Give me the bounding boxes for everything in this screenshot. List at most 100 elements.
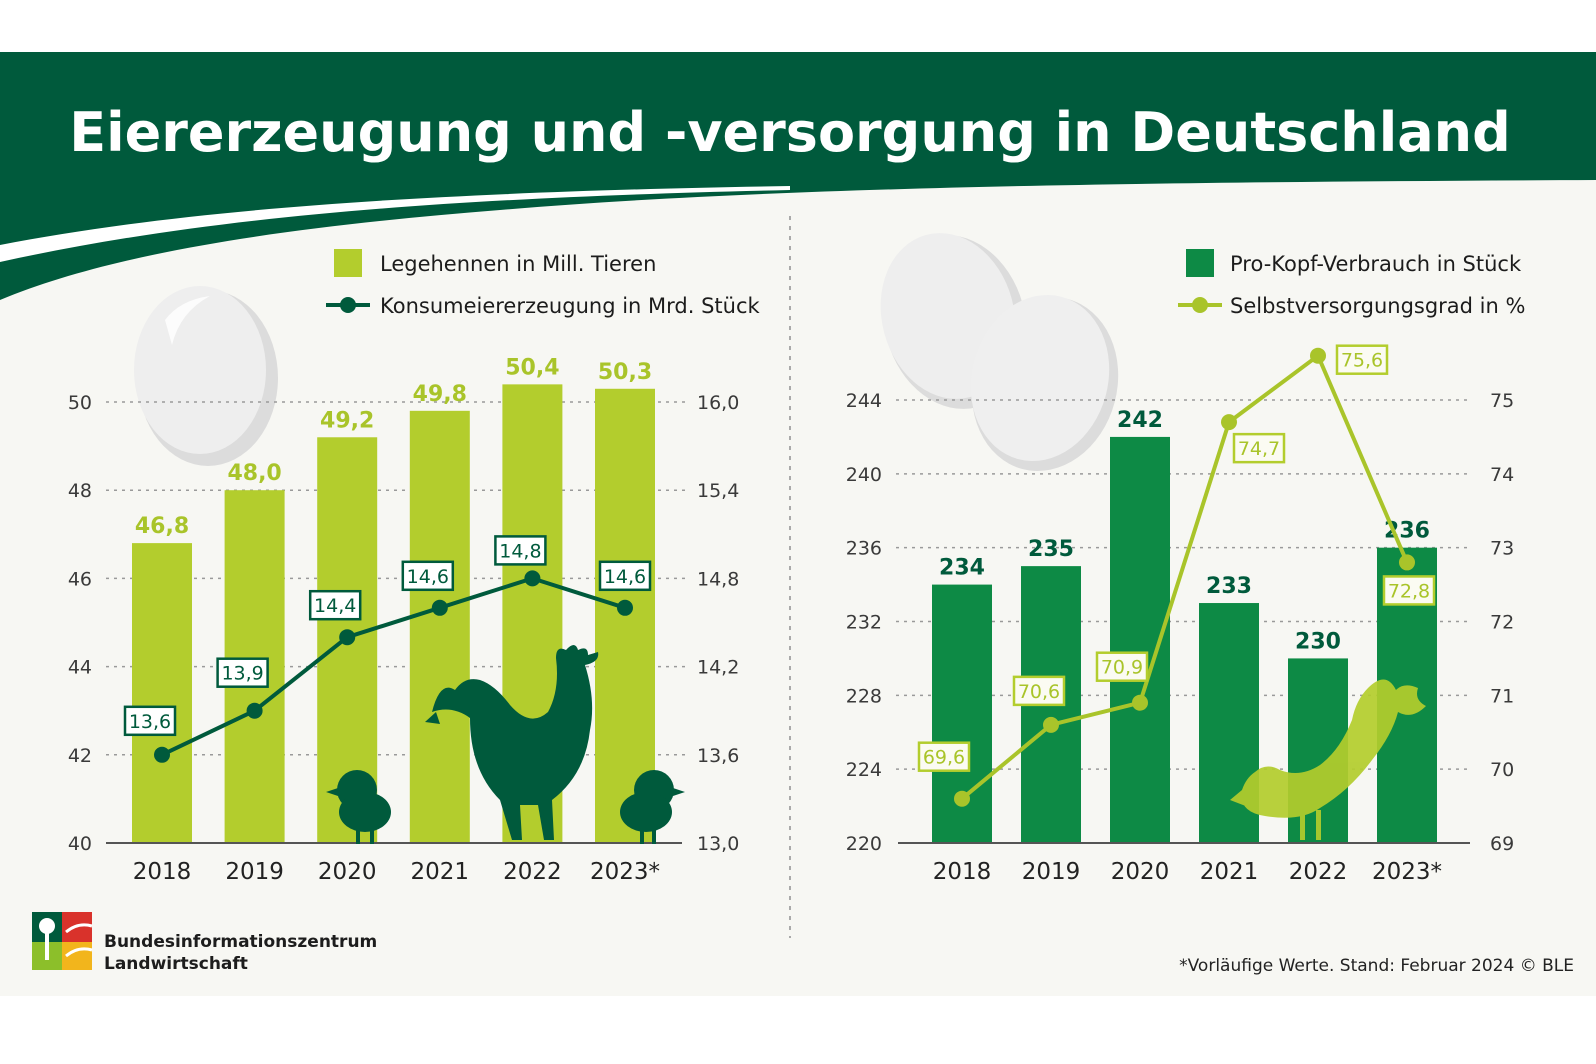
logo: Bundesinformationszentrum Landwirtschaft [32, 912, 377, 974]
page-title: Eiererzeugung und -versorgung in Deutsch… [69, 101, 1511, 164]
bar [409, 410, 470, 843]
y-tick-left: 240 [846, 464, 882, 486]
y-tick-right: 15,4 [697, 480, 739, 502]
series-line [960, 353, 1409, 801]
legend-label-line: Selbstversorgungsgrad in % [1230, 294, 1525, 318]
line-point [339, 629, 356, 646]
x-tick-label: 2020 [318, 859, 377, 885]
y-tick-right: 14,2 [697, 657, 739, 679]
line-point [1043, 716, 1059, 733]
line-point [431, 599, 448, 616]
x-tick-label: 2019 [225, 859, 284, 885]
x-tick-label: 2022 [1289, 859, 1348, 885]
bar-value-label: 46,8 [135, 514, 189, 539]
bar-value-label: 50,4 [505, 355, 559, 380]
y-tick-left: 44 [68, 657, 92, 679]
line-value-box [917, 741, 971, 772]
line-value-label: 74,7 [1238, 438, 1280, 460]
line-value-box [123, 705, 177, 737]
line-value-box [401, 560, 455, 592]
bar-value-label: 49,8 [413, 382, 467, 407]
footnote: *Vorläufige Werte. Stand: Februar 2024 ©… [1179, 956, 1574, 976]
x-tick-label: 2023* [1372, 859, 1442, 885]
legend-swatch-point [1192, 297, 1208, 313]
chick-icon-right [620, 770, 685, 844]
line-point [1310, 347, 1326, 364]
line-value-box [216, 657, 269, 688]
legend-swatch-bar [1186, 249, 1214, 277]
line-point [1132, 694, 1148, 711]
y-tick-left: 48 [68, 480, 92, 502]
line-value-label: 14,6 [604, 566, 646, 588]
line-value-box [494, 535, 547, 566]
y-tick-left: 42 [68, 745, 92, 767]
legend-label-bar: Pro-Kopf-Verbrauch in Stück [1230, 252, 1522, 276]
egg-icon-right [970, 294, 1119, 472]
y-tick-right: 14,8 [697, 568, 739, 590]
bar-value-label: 242 [1117, 408, 1163, 433]
y-tick-left: 228 [846, 685, 882, 707]
rooster-icon [425, 645, 599, 840]
line-value-box [308, 589, 362, 621]
series-line [161, 576, 626, 757]
line-value-label: 13,9 [221, 663, 263, 685]
line-point [617, 599, 633, 616]
x-tick-label: 2023* [590, 859, 660, 885]
legend-label-bar: Legehennen in Mill. Tieren [380, 252, 656, 276]
bar-value-label: 48,0 [227, 461, 281, 486]
bar-value-label: 235 [1028, 537, 1074, 562]
line-value-box [1095, 651, 1149, 682]
bar [132, 543, 192, 843]
bar-value-label: 50,3 [598, 360, 652, 385]
chart-laying-hens: 40 13,0 42 13,6 44 14,2 46 14,8 48 15,4 50 16,0 46,8… [68, 249, 761, 885]
y-tick-right: 16,0 [697, 392, 739, 414]
bar [595, 388, 655, 843]
line-value-box [1232, 432, 1286, 464]
y-tick-right: 69 [1490, 833, 1514, 855]
y-tick-left: 244 [846, 390, 882, 412]
line-value-label: 14,6 [407, 566, 449, 588]
legend-swatch-point [340, 297, 356, 313]
header-swoosh [0, 186, 790, 262]
y-tick-right: 13,0 [697, 833, 739, 855]
bar-value-label: 234 [939, 556, 985, 581]
legend-label-line: Konsumeiererzeugung in Mrd. Stück [380, 294, 761, 318]
logo-text-2: Landwirtschaft [104, 954, 248, 974]
line-value-label: 70,9 [1101, 657, 1143, 679]
chick-icon [326, 770, 391, 844]
y-tick-left: 46 [68, 568, 92, 590]
x-tick-label: 2021 [1200, 859, 1259, 885]
x-tick-label: 2018 [133, 859, 192, 885]
line-value-label: 70,6 [1018, 681, 1060, 703]
y-tick-left: 236 [846, 538, 882, 560]
bar-value-label: 49,2 [320, 408, 374, 433]
y-tick-right: 74 [1490, 464, 1514, 486]
line-point [246, 702, 263, 719]
y-tick-right: 71 [1490, 685, 1514, 707]
y-tick-left: 232 [846, 612, 882, 634]
hen-icon [1230, 679, 1426, 840]
y-tick-left: 220 [846, 833, 882, 855]
y-tick-right: 75 [1490, 390, 1514, 412]
line-value-label: 13,6 [129, 711, 171, 733]
y-tick-left: 50 [68, 392, 92, 414]
y-tick-right: 70 [1490, 759, 1514, 781]
line-value-label: 72,8 [1388, 580, 1430, 602]
header-band [0, 52, 1596, 300]
line-value-label: 14,4 [314, 595, 356, 617]
y-tick-left: 40 [68, 833, 92, 855]
line-value-label: 75,6 [1341, 350, 1383, 372]
x-tick-label: 2018 [933, 859, 992, 885]
x-tick-label: 2021 [411, 859, 470, 885]
x-tick-label: 2019 [1022, 859, 1081, 885]
egg-icon [134, 286, 278, 466]
legend-swatch-bar [334, 249, 362, 277]
line-value-box [1382, 575, 1436, 606]
line-point [954, 790, 970, 807]
line-value-label: 69,6 [923, 747, 965, 769]
logo-text-1: Bundesinformationszentrum [104, 932, 377, 952]
y-tick-left: 224 [846, 759, 882, 781]
line-value-box [1012, 675, 1066, 707]
line-point [524, 570, 541, 587]
